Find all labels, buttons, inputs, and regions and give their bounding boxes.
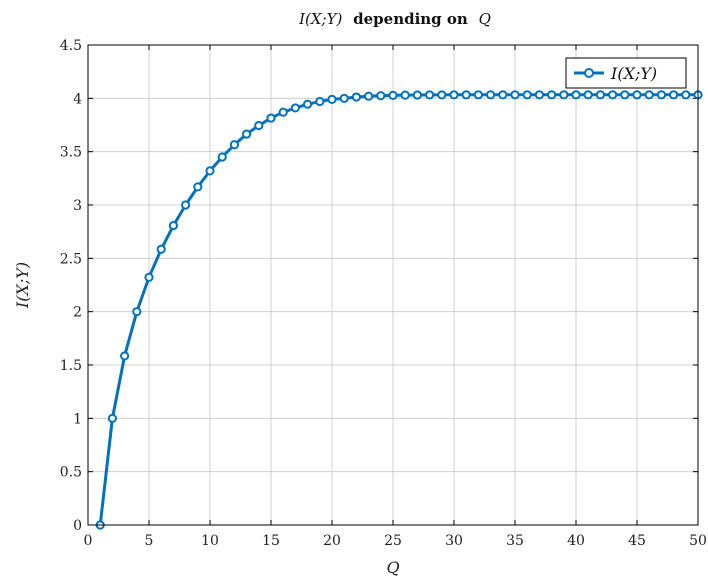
x-tick-label: 20 <box>323 533 341 549</box>
data-point <box>437 90 447 100</box>
legend-marker-swatch <box>584 68 594 78</box>
series-layer <box>95 90 703 530</box>
data-point <box>168 220 178 231</box>
chart-title-var: Q <box>479 10 491 28</box>
data-point <box>327 94 337 105</box>
data-point <box>534 90 545 100</box>
data-point <box>376 91 386 101</box>
chart-title-math: I(X;Y) <box>298 10 342 28</box>
data-point <box>595 90 606 100</box>
data-point <box>583 90 593 100</box>
data-point <box>351 92 361 102</box>
data-point <box>242 129 252 139</box>
data-point <box>303 99 313 109</box>
data-point <box>547 90 557 100</box>
plot-frame <box>87 44 699 526</box>
data-point <box>120 351 130 361</box>
x-tick-label: 15 <box>262 533 280 549</box>
y-tick-label: 4.5 <box>60 38 82 54</box>
data-point <box>388 90 398 100</box>
data-point <box>486 90 496 100</box>
x-tick-label: 5 <box>145 533 154 549</box>
data-point <box>364 91 374 101</box>
data-point <box>144 272 154 282</box>
data-point <box>571 90 581 100</box>
y-tick-label: 0 <box>73 518 82 534</box>
data-point <box>339 93 349 103</box>
y-tick-label: 1 <box>73 411 82 427</box>
data-point <box>620 90 630 100</box>
data-point <box>266 113 276 123</box>
x-tick-label: 30 <box>445 533 463 549</box>
data-point <box>400 90 410 100</box>
data-point <box>498 90 508 100</box>
data-point <box>644 90 654 100</box>
data-point <box>290 103 300 113</box>
y-tick-label: 1.5 <box>60 358 82 374</box>
data-point <box>156 244 166 254</box>
data-point <box>522 90 532 100</box>
axes: 0 5 10 15 20 25 30 35 40 45 50 0 0.5 1 1.5 2 2.5 3 3.5 4 4.5 <box>60 38 707 549</box>
data-point <box>107 413 118 423</box>
data-point <box>632 90 642 100</box>
data-point <box>132 307 142 317</box>
data-point <box>608 90 618 100</box>
data-point <box>181 200 191 210</box>
legend-label: I(X;Y) <box>610 64 657 83</box>
y-tick-label: 3.5 <box>60 145 82 161</box>
data-point <box>254 120 264 131</box>
data-point <box>278 107 288 117</box>
y-tick-label: 2.5 <box>60 251 82 267</box>
data-point <box>473 90 483 100</box>
data-point <box>205 166 215 176</box>
chart-title: I(X;Y) depending on Q <box>298 10 491 28</box>
x-tick-label: 45 <box>628 533 646 549</box>
data-point <box>315 96 325 107</box>
x-tick-label: 40 <box>567 533 585 549</box>
data-point <box>510 90 520 100</box>
x-tick-label: 35 <box>506 533 524 549</box>
data-point <box>412 90 422 100</box>
x-tick-label: 10 <box>201 533 219 549</box>
data-point <box>681 90 691 100</box>
data-point <box>461 90 471 100</box>
data-point <box>656 90 667 100</box>
data-point <box>559 90 569 100</box>
y-axis-title: I(X;Y) <box>13 262 32 309</box>
x-tick-label: 50 <box>689 533 707 549</box>
chart-title-text: depending on <box>353 10 468 28</box>
data-point <box>669 90 679 100</box>
x-axis-title: Q <box>386 558 399 577</box>
data-point <box>217 152 227 162</box>
y-tick-label: 2 <box>73 305 82 321</box>
y-tick-label: 3 <box>73 198 82 214</box>
data-point <box>229 140 239 150</box>
data-point <box>193 182 203 192</box>
y-tick-label: 4 <box>73 91 82 107</box>
data-point <box>425 90 435 100</box>
y-tick-label: 0.5 <box>60 465 82 481</box>
x-tick-label: 25 <box>384 533 402 549</box>
x-tick-label: 0 <box>84 533 93 549</box>
legend: I(X;Y) <box>565 57 687 89</box>
data-point <box>449 90 459 100</box>
